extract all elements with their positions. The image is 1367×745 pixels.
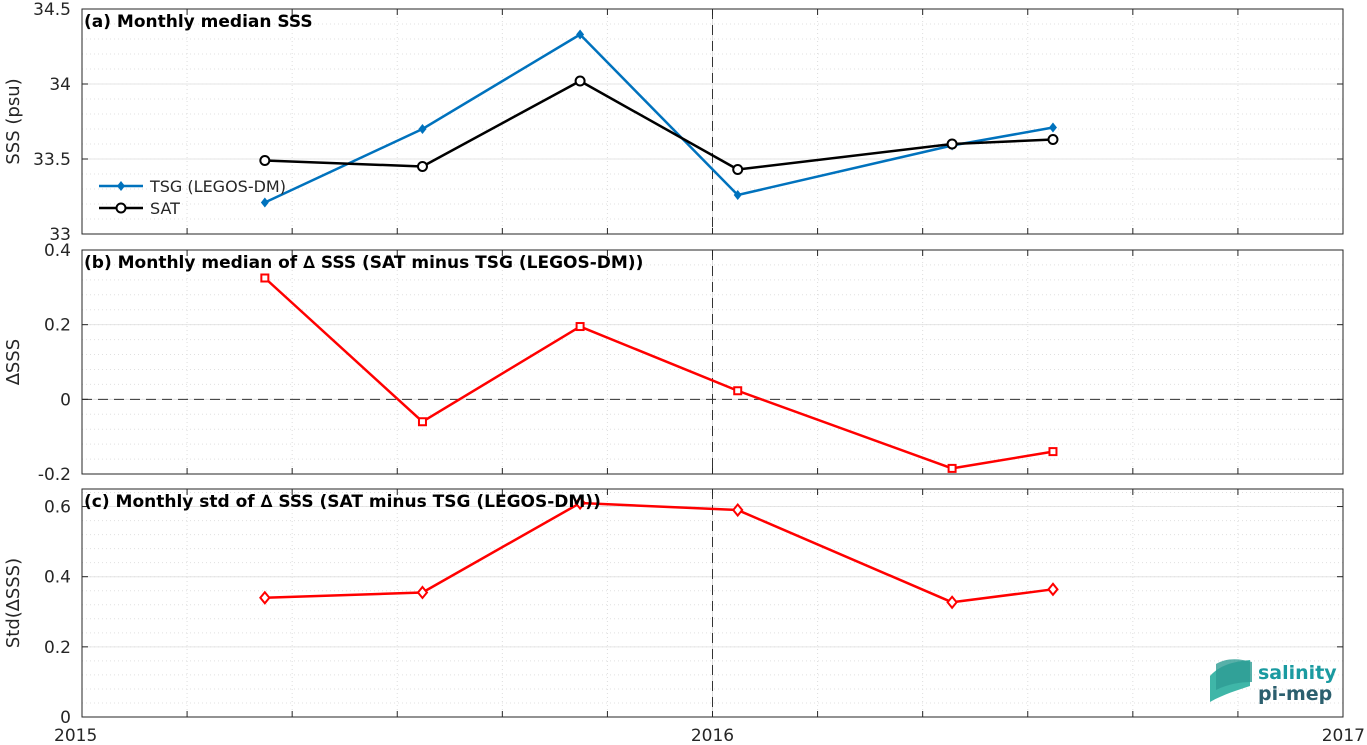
panel-b-title: (b) Monthly median of ∆ SSS (SAT minus T… xyxy=(84,253,643,273)
data-point-marker xyxy=(574,75,586,87)
data-point-marker xyxy=(260,197,269,208)
series-line xyxy=(264,79,1054,171)
data-point-marker xyxy=(946,138,958,150)
logo-wave-back-icon xyxy=(1216,659,1252,690)
y-tick-label: 34.5 xyxy=(33,0,71,20)
panel-a-legend: TSG (LEGOS-DM) SAT xyxy=(99,177,286,218)
y-tick-label: 0.2 xyxy=(44,316,71,336)
y-tick-label: 0.2 xyxy=(44,638,71,658)
data-point-marker xyxy=(1048,122,1057,133)
data-point-marker xyxy=(731,502,744,518)
data-point-marker xyxy=(574,495,586,511)
data-point-marker xyxy=(947,463,957,473)
y-tick-label: 33.5 xyxy=(33,150,71,170)
panel-c-ticks: 0 0.2 0.4 0.6 2015 2016 2017 xyxy=(44,489,1365,745)
panel-b-ticks: -0.2 0 0.2 0.4 xyxy=(38,241,1344,485)
y-tick-label: 0 xyxy=(60,390,71,410)
data-point-marker xyxy=(733,190,742,200)
series-line xyxy=(264,501,1054,604)
data-point-marker xyxy=(259,590,271,605)
legend-tsg-marker xyxy=(117,181,125,191)
panel-c-ylabel: Std(∆SSS) xyxy=(3,558,24,648)
panel-a-title: (a) Monthly median SSS xyxy=(84,12,313,32)
y-tick-label: 0.6 xyxy=(44,498,71,518)
panel-c-title: (c) Monthly std of ∆ SSS (SAT minus TSG … xyxy=(84,492,601,512)
data-point-marker xyxy=(417,417,427,427)
logo-text-salinity: salinity xyxy=(1258,662,1337,684)
panel-a-ylabel: SSS (psu) xyxy=(3,78,24,164)
data-point-marker xyxy=(418,124,427,134)
panel-a-ticks: 33 33.5 34 34.5 xyxy=(33,0,1344,245)
data-point-marker xyxy=(1047,582,1059,597)
data-point-marker xyxy=(732,164,744,175)
y-tick-label: 34 xyxy=(49,75,71,95)
panel-b-ylabel: ∆SSS xyxy=(3,339,24,386)
data-point-marker xyxy=(260,273,270,283)
y-tick-label: 0.4 xyxy=(44,241,71,261)
data-point-marker xyxy=(575,322,585,332)
data-point-marker xyxy=(416,585,429,600)
salinity-pimep-logo: salinity pi-mep xyxy=(1210,659,1337,705)
legend-sat-label: SAT xyxy=(150,199,180,218)
data-point-marker xyxy=(416,161,428,172)
panel-b-series xyxy=(260,273,1058,473)
y-tick-label: 0 xyxy=(60,708,71,728)
panel-c-series xyxy=(259,495,1059,610)
data-point-marker xyxy=(259,155,271,166)
legend-tsg-label: TSG (LEGOS-DM) xyxy=(149,177,286,196)
data-point-marker xyxy=(1048,447,1058,457)
data-point-marker xyxy=(946,595,958,610)
series-line xyxy=(264,277,1054,470)
data-point-marker xyxy=(733,386,743,396)
y-tick-label: 0.4 xyxy=(44,568,71,588)
x-tick-label: 2016 xyxy=(691,726,734,745)
y-tick-label: 33 xyxy=(49,225,71,245)
data-point-marker xyxy=(576,29,585,40)
legend-sat-marker xyxy=(115,202,127,214)
y-tick-label: -0.2 xyxy=(38,465,71,485)
logo-text-pimep: pi-mep xyxy=(1258,683,1332,705)
data-point-marker xyxy=(1047,134,1059,145)
x-tick-label: 2017 xyxy=(1322,726,1365,745)
panel-a-series xyxy=(259,29,1059,208)
x-tick-label: 2015 xyxy=(54,726,97,745)
